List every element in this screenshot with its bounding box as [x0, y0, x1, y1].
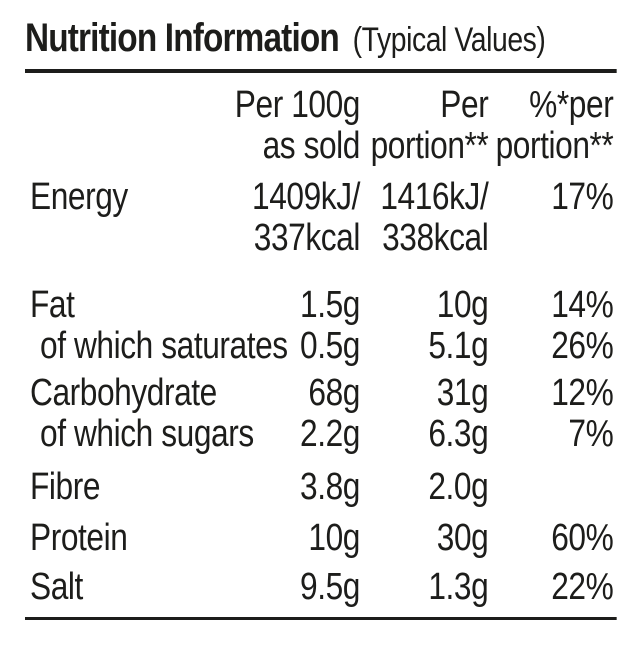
- cell-pct-per-portion: 26%: [551, 325, 614, 367]
- cell-per-portion: 5.1g: [428, 325, 489, 367]
- cell-pct-per-portion: 14%: [551, 284, 614, 326]
- row-label: of which sugars: [39, 413, 254, 455]
- title-suffix: (Typical Values): [352, 21, 546, 59]
- table-row-energy: Energy 1409kJ/ 1416kJ/ 17%: [0, 177, 640, 218]
- row-label: Energy: [29, 176, 128, 218]
- cell-per-100g: 1.5g: [300, 284, 360, 326]
- table-row-sugars: of which sugars 2.2g 6.3g 7%: [0, 414, 640, 455]
- table-header-line1: Per 100g Per %*per: [0, 85, 640, 126]
- page-title: Nutrition Information (Typical Values): [25, 12, 640, 64]
- table-row-carbohydrate: Carbohydrate 68g 31g 12%: [0, 373, 640, 414]
- nutrition-label: Nutrition Information (Typical Values) P…: [0, 12, 640, 652]
- cell-per-portion: 31g: [436, 372, 489, 414]
- cell-per-100g: 1409kJ/: [252, 176, 360, 218]
- cell-per-100g: 3.8g: [300, 466, 360, 508]
- cell-pct-per-portion: 22%: [551, 566, 614, 608]
- table-row-fat: Fat 1.5g 10g 14%: [0, 285, 640, 326]
- cell-pct-per-portion: 17%: [551, 176, 614, 218]
- cell-per-100g: 9.5g: [300, 566, 360, 608]
- header-per-100g: Per 100g: [234, 84, 361, 126]
- cell-per-portion: 10g: [436, 284, 489, 326]
- header-pct-per-portion: %*per: [529, 84, 614, 126]
- cell-pct-per-portion: 12%: [551, 372, 614, 414]
- row-label: of which saturates: [39, 325, 288, 367]
- cell-pct-per-portion: 60%: [551, 517, 614, 559]
- row-label: Salt: [29, 566, 83, 608]
- table-row-saturates: of which saturates 0.5g 5.1g 26%: [0, 326, 640, 367]
- row-label: Protein: [29, 517, 128, 559]
- cell-per-portion: 1.3g: [428, 566, 489, 608]
- table-row-salt: Salt 9.5g 1.3g 22%: [0, 567, 640, 608]
- cell-per-portion: 1416kJ/: [380, 176, 489, 218]
- row-label: Fibre: [29, 466, 101, 508]
- cell-per-portion-kcal: 338kcal: [382, 217, 489, 259]
- header-per-portion: Per: [440, 84, 489, 126]
- header-per-100g-sub: as sold: [262, 125, 361, 167]
- cell-per-portion: 6.3g: [428, 413, 489, 455]
- cell-per-100g: 0.5g: [300, 325, 360, 367]
- table-row-fibre: Fibre 3.8g 2.0g: [0, 467, 640, 508]
- table-header-line2: as sold portion** portion**: [0, 126, 640, 167]
- row-label: Carbohydrate: [29, 372, 217, 414]
- row-label: Fat: [29, 284, 75, 326]
- top-rule: [24, 69, 617, 73]
- cell-per-100g: 2.2g: [300, 413, 360, 455]
- cell-per-portion: 30g: [436, 517, 489, 559]
- cell-per-portion: 2.0g: [428, 466, 489, 508]
- cell-per-100g-kcal: 337kcal: [253, 217, 361, 259]
- cell-per-100g: 68g: [308, 372, 360, 414]
- title-main: Nutrition Information: [24, 16, 340, 60]
- header-per-portion-sub: portion**: [370, 125, 489, 167]
- nutrition-table: Per 100g Per %*per as sold portion** por…: [0, 85, 640, 608]
- cell-per-100g: 10g: [308, 517, 360, 559]
- table-row-protein: Protein 10g 30g 60%: [0, 518, 640, 559]
- header-pct-per-portion-sub: portion**: [495, 125, 614, 167]
- bottom-rule: [24, 617, 617, 620]
- table-row-energy-kcal: 337kcal 338kcal: [0, 218, 640, 259]
- cell-pct-per-portion: 7%: [568, 413, 614, 455]
